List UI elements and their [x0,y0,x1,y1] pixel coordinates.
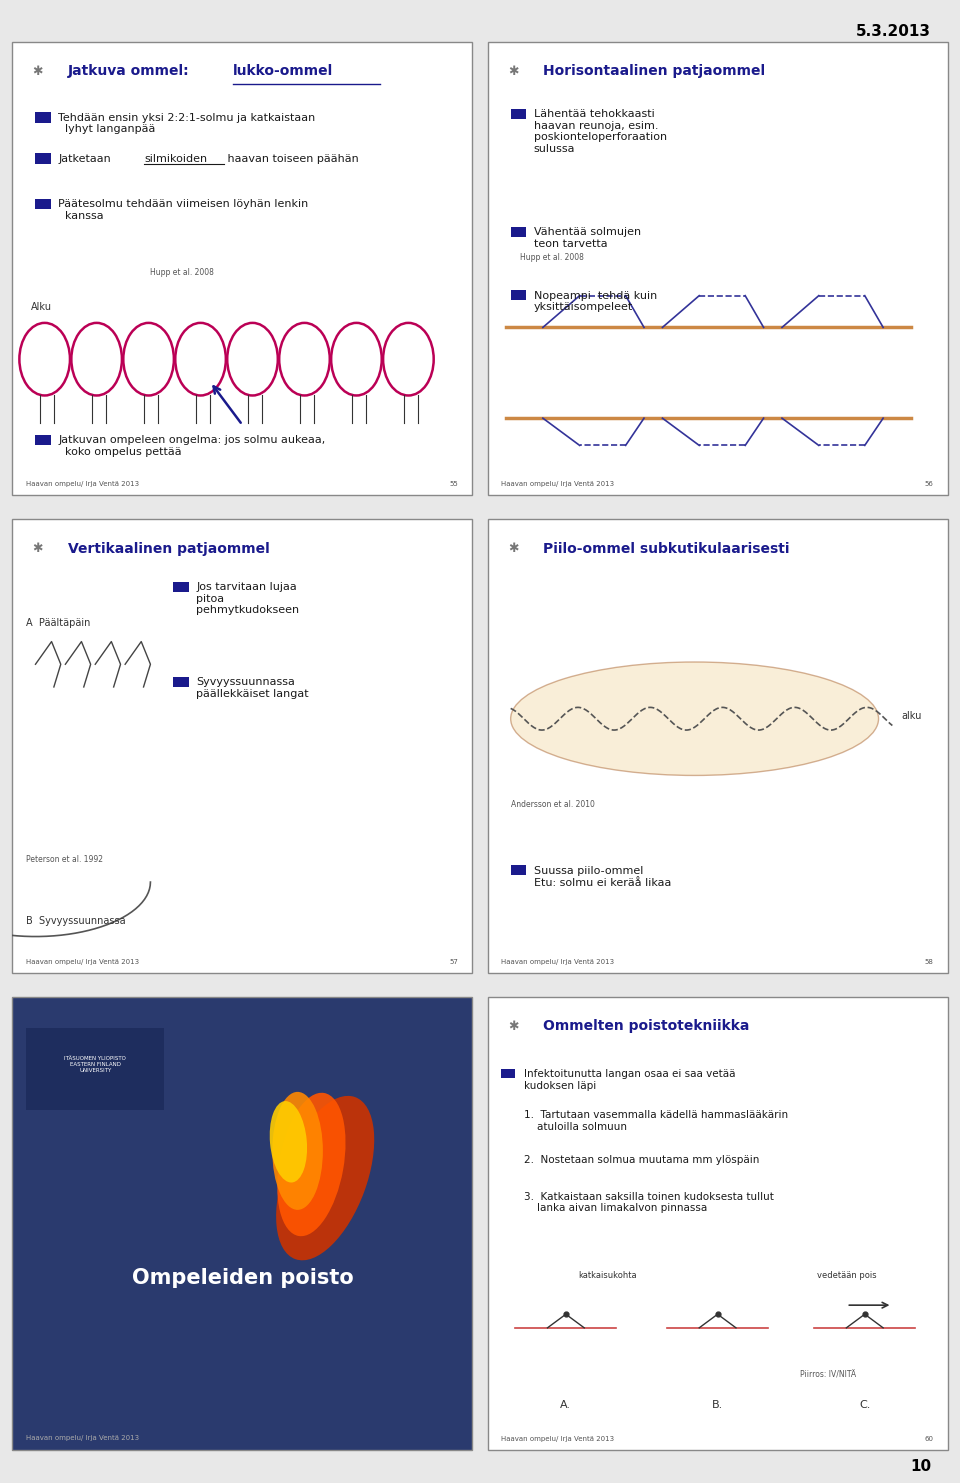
Text: Nopeampi  tehdä kuin
yksittäisompeleet: Nopeampi tehdä kuin yksittäisompeleet [534,291,657,313]
Text: 60: 60 [924,1436,934,1441]
Text: Lähentää tehokkaasti
haavan reunoja, esim.
poskionteloperforaation
sulussa: Lähentää tehokkaasti haavan reunoja, esi… [534,110,667,154]
Text: Haavan ompelu/ Irja Ventä 2013: Haavan ompelu/ Irja Ventä 2013 [26,958,139,964]
Text: lukko-ommel: lukko-ommel [233,64,333,79]
Text: ✱: ✱ [33,65,43,77]
Text: Andersson et al. 2010: Andersson et al. 2010 [511,801,594,810]
Text: ✱: ✱ [508,1020,518,1032]
Text: Syvyyssuunnassa
päällekkäiset langat: Syvyyssuunnassa päällekkäiset langat [197,678,309,698]
Text: Hupp et al. 2008: Hupp et al. 2008 [151,268,214,277]
Text: 55: 55 [450,480,459,486]
Text: Jatkuvan ompeleen ongelma: jos solmu aukeaa,
  koko ompelus pettää: Jatkuvan ompeleen ongelma: jos solmu auk… [59,435,325,457]
FancyBboxPatch shape [511,865,526,875]
FancyBboxPatch shape [36,113,51,123]
Text: Ommelten poistotekniikka: Ommelten poistotekniikka [542,1019,749,1034]
Text: ✱: ✱ [508,65,518,77]
Ellipse shape [511,661,878,776]
Text: Infektoitunutta langan osaa ei saa vetää
kudoksen läpi: Infektoitunutta langan osaa ei saa vetää… [524,1069,736,1091]
FancyBboxPatch shape [36,435,51,445]
FancyBboxPatch shape [488,519,948,973]
FancyBboxPatch shape [12,997,472,1450]
Text: 3.  Katkaistaan saksilla toinen kudoksesta tullut
    lanka aivan limakalvon pin: 3. Katkaistaan saksilla toinen kudoksest… [524,1192,775,1213]
FancyBboxPatch shape [36,199,51,209]
Text: Tehdään ensin yksi 2:2:1-solmu ja katkaistaan
  lyhyt langanpää: Tehdään ensin yksi 2:2:1-solmu ja katkai… [59,113,316,135]
FancyBboxPatch shape [36,153,51,165]
Text: 56: 56 [924,480,934,486]
Text: 2.  Nostetaan solmua muutama mm ylöspäin: 2. Nostetaan solmua muutama mm ylöspäin [524,1155,760,1166]
Ellipse shape [270,1100,307,1182]
Text: Horisontaalinen patjaommel: Horisontaalinen patjaommel [542,64,765,79]
Text: Jos tarvitaan lujaa
pitoa
pehmytkudokseen: Jos tarvitaan lujaa pitoa pehmytkudoksee… [197,583,300,615]
Text: 1.  Tartutaan vasemmalla kädellä hammaslääkärin
    atuloilla solmuun: 1. Tartutaan vasemmalla kädellä hammaslä… [524,1109,788,1132]
Text: C.: C. [859,1400,871,1410]
Text: ✱: ✱ [33,543,43,555]
Ellipse shape [277,1093,346,1237]
Text: 57: 57 [449,958,459,964]
FancyBboxPatch shape [488,42,948,495]
Text: Alku: Alku [31,303,52,311]
Text: Hupp et al. 2008: Hupp et al. 2008 [520,252,584,261]
Text: Piirros: IV/NITÄ: Piirros: IV/NITÄ [801,1370,856,1381]
FancyBboxPatch shape [174,581,188,592]
Text: A  Päältäpäin: A Päältäpäin [26,618,90,629]
Text: silmikoiden: silmikoiden [144,154,207,163]
Text: vedetään pois: vedetään pois [817,1271,876,1280]
Text: Haavan ompelu/ Irja Ventä 2013: Haavan ompelu/ Irja Ventä 2013 [501,1436,614,1441]
FancyBboxPatch shape [12,519,472,973]
Text: B  Syvyyssuunnassa: B Syvyyssuunnassa [26,915,126,925]
Text: Piilo-ommel subkutikulaarisesti: Piilo-ommel subkutikulaarisesti [542,541,789,556]
Text: 10: 10 [910,1459,931,1474]
FancyBboxPatch shape [501,1069,516,1078]
FancyBboxPatch shape [12,42,472,495]
FancyBboxPatch shape [511,227,526,237]
Text: Haavan ompelu/ Irja Ventä 2013: Haavan ompelu/ Irja Ventä 2013 [501,958,614,964]
Text: Peterson et al. 1992: Peterson et al. 1992 [26,854,104,865]
Text: alku: alku [901,712,922,721]
Text: Vähentää solmujen
teon tarvetta: Vähentää solmujen teon tarvetta [534,227,640,249]
Text: Haavan ompelu/ Irja Ventä 2013: Haavan ompelu/ Irja Ventä 2013 [26,480,139,486]
Text: katkaisukohta: katkaisukohta [578,1271,636,1280]
FancyBboxPatch shape [511,291,526,300]
Text: ITÄSUOMEN YLIOPISTO
EASTERN FINLAND
UNIVERSITY: ITÄSUOMEN YLIOPISTO EASTERN FINLAND UNIV… [64,1056,126,1072]
Text: Jatkuva ommel:: Jatkuva ommel: [67,64,194,79]
Text: Haavan ompelu/ Irja Ventä 2013: Haavan ompelu/ Irja Ventä 2013 [26,1436,139,1441]
Text: B.: B. [712,1400,723,1410]
FancyBboxPatch shape [26,1028,164,1109]
Text: 58: 58 [924,958,934,964]
Text: Ompeleiden poisto: Ompeleiden poisto [132,1268,353,1287]
FancyBboxPatch shape [511,108,526,119]
FancyBboxPatch shape [488,997,948,1450]
Text: Haavan ompelu/ Irja Ventä 2013: Haavan ompelu/ Irja Ventä 2013 [501,480,614,486]
Text: Päätesolmu tehdään viimeisen löyhän lenkin
  kanssa: Päätesolmu tehdään viimeisen löyhän lenk… [59,199,309,221]
Text: Suussa piilo-ommel
Etu: solmu ei keräå likaa: Suussa piilo-ommel Etu: solmu ei keräå l… [534,866,671,888]
FancyBboxPatch shape [174,676,188,687]
Text: Jatketaan: Jatketaan [59,154,114,163]
Text: ✱: ✱ [508,543,518,555]
Text: 5.3.2013: 5.3.2013 [856,24,931,39]
Ellipse shape [273,1091,323,1210]
Text: Vertikaalinen patjaommel: Vertikaalinen patjaommel [67,541,270,556]
Text: haavan toiseen päähän: haavan toiseen päähän [224,154,358,163]
Text: A.: A. [561,1400,571,1410]
Ellipse shape [276,1096,374,1261]
